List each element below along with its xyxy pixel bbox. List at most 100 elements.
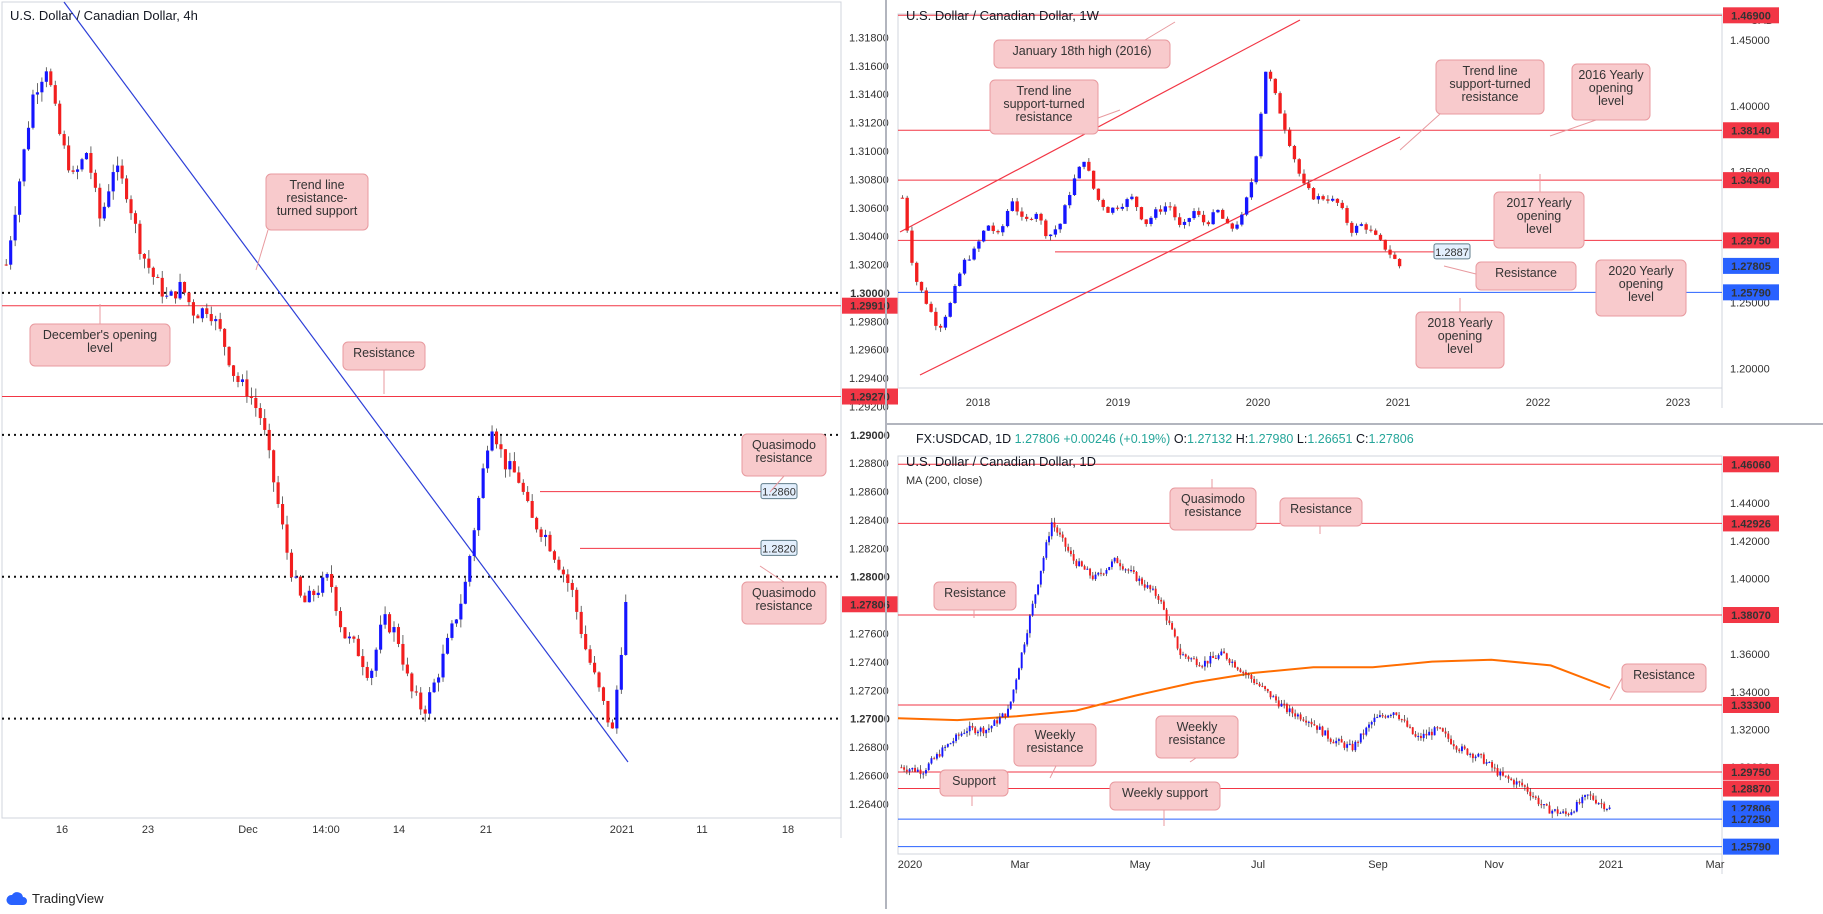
d1-price-tag: [1723, 456, 1779, 473]
h4-y-tick: 1.26600: [849, 770, 889, 782]
d1-candle: [990, 725, 993, 729]
d1-candle: [1384, 716, 1387, 718]
d1-candle: [1127, 569, 1130, 571]
h4-candle: [401, 643, 405, 665]
d1-x-tick: Nov: [1484, 859, 1504, 871]
d1-candle: [960, 733, 963, 736]
d1-candle: [1436, 727, 1439, 729]
h4-candle: [343, 627, 347, 639]
w1-candle: [938, 325, 943, 328]
w1-candle: [1158, 209, 1163, 212]
d1-candle: [966, 731, 968, 733]
w1-note-text: opening: [1517, 209, 1562, 223]
d1-price-tag-text: 1.33300: [1731, 700, 1771, 712]
last-price: 1.27806: [1014, 432, 1060, 446]
d1-candle: [1327, 730, 1329, 739]
d1-y-tick: 1.36000: [1730, 649, 1770, 661]
w1-note-text: Trend line: [1462, 64, 1517, 78]
h4-candle: [552, 551, 557, 560]
w1-note-text: resistance: [1016, 110, 1073, 124]
h4-candle: [526, 491, 530, 502]
h4-candle: [566, 574, 570, 583]
h4-candle: [325, 574, 329, 578]
h4-candle: [165, 295, 169, 297]
d1-candle: [1395, 712, 1398, 715]
h4-y-tick: 1.30200: [849, 260, 889, 272]
h4-candle: [374, 649, 378, 671]
d1-candle: [1171, 623, 1174, 630]
d1-candle: [1370, 722, 1373, 725]
w1-candle: [1082, 161, 1086, 167]
d1-candle: [1313, 724, 1316, 726]
d1-candle: [1316, 725, 1318, 730]
d1-candle: [1198, 665, 1201, 667]
d1-candle: [1264, 686, 1267, 690]
d1-candle: [1504, 775, 1507, 777]
w1-candle: [1287, 129, 1292, 146]
h4-candle: [182, 281, 187, 293]
d1-candle: [930, 758, 933, 764]
d1-candle: [1346, 744, 1349, 748]
h4-candle: [80, 159, 84, 170]
d1-candle: [925, 770, 927, 774]
h4-x-tick: 11: [696, 824, 707, 836]
w1-candle: [1125, 199, 1129, 207]
w1-price-tag: [1723, 172, 1779, 189]
d1-candle: [1556, 809, 1559, 814]
h4-note-box: [342, 341, 426, 371]
d1-note-box: [1279, 497, 1363, 527]
d1-candle: [1534, 796, 1537, 798]
h4-y-tick: 1.29800: [849, 316, 889, 328]
h4-candle: [102, 206, 106, 219]
high-label: H:: [1235, 432, 1249, 446]
w1-candle: [1039, 213, 1043, 221]
d1-candle: [1354, 741, 1357, 751]
d1-candle: [1567, 813, 1570, 815]
d1-price-tag: [1723, 780, 1779, 797]
d1-candle: [1072, 554, 1075, 561]
d1-candle: [1034, 594, 1037, 604]
h4-note-box: [741, 581, 827, 625]
w1-y-tick: 1.20000: [1730, 363, 1770, 375]
w1-candle: [1221, 209, 1225, 219]
h4-candle: [258, 408, 262, 419]
h4-note-text: Trend line: [289, 178, 344, 192]
h4-candle: [116, 165, 120, 173]
tradingview-logo[interactable]: TradingView: [6, 891, 104, 906]
d1-candle: [1048, 536, 1050, 543]
w1-candle: [1187, 218, 1191, 222]
w1-candle: [910, 230, 914, 263]
w1-candle: [1273, 78, 1277, 94]
d1-candle: [1206, 660, 1209, 664]
d1-candle: [1217, 655, 1220, 659]
w1-candle: [905, 197, 909, 231]
h4-candle: [312, 590, 316, 596]
d1-candle: [1231, 661, 1234, 663]
w1-candle: [1005, 210, 1010, 227]
w1-candle: [1197, 211, 1201, 215]
d1-candle: [908, 769, 911, 772]
low-value: 1.26651: [1307, 432, 1353, 446]
w1-price-tag: [1723, 7, 1779, 24]
h4-candle: [414, 691, 418, 693]
w1-note-box: [1415, 311, 1505, 369]
d1-candle: [1261, 685, 1264, 687]
low-label: L:: [1296, 432, 1308, 446]
d1-candle: [1589, 794, 1592, 796]
w1-note-text: Trend line: [1016, 84, 1071, 98]
h4-note-text: turned support: [277, 204, 358, 218]
d1-candle: [1529, 791, 1532, 797]
h4-candle: [35, 92, 39, 95]
w1-candle: [1326, 199, 1330, 201]
w1-x-tick: 2022: [1526, 397, 1550, 409]
h4-candle: [196, 315, 200, 319]
h4-y-tick: 1.29400: [849, 373, 889, 385]
h4-price-tag-text: 1.27000: [850, 714, 890, 726]
h4-x-tick: Dec: [238, 824, 258, 836]
d1-candle: [1097, 572, 1100, 575]
w1-note-text: level: [1526, 222, 1552, 236]
w1-note-box: [989, 79, 1099, 135]
d1-candle: [1028, 615, 1031, 634]
d1-candle: [1253, 679, 1256, 684]
d1-note-box: [1109, 781, 1221, 811]
